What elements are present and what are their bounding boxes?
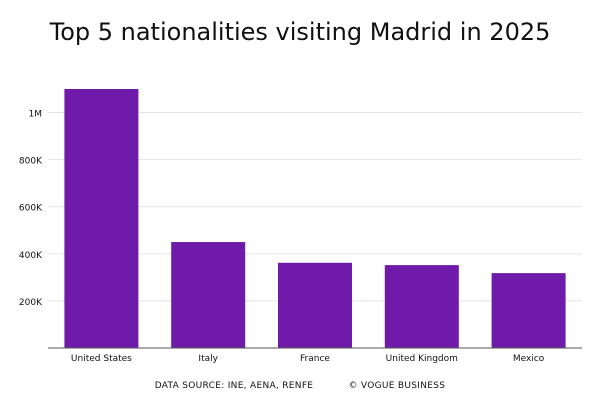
data-source-note: DATA SOURCE: INE, AENA, RENFE — [154, 381, 314, 391]
x-tick-label: Italy — [198, 354, 218, 364]
x-tick-label: Mexico — [513, 354, 545, 364]
bar — [491, 273, 566, 348]
x-tick-label: United States — [71, 354, 132, 364]
y-tick-label: 200K — [19, 298, 43, 308]
x-axis: United States Italy France United Kingdom Me… — [48, 347, 582, 364]
y-tick-label: 400K — [19, 251, 43, 261]
bar — [384, 265, 459, 348]
y-tick-label: 600K — [19, 204, 43, 214]
x-tick-label: France — [300, 354, 330, 364]
y-tick-label: 800K — [19, 157, 43, 167]
footer: DATA SOURCE: INE, AENA, RENFE © VOGUE BU… — [0, 381, 600, 391]
y-tick-label: 1M — [29, 110, 43, 120]
bar — [278, 262, 352, 348]
bar — [171, 242, 246, 348]
y-axis: 200K 400K 600K 800K 1M — [19, 110, 43, 308]
chart-title: Top 5 nationalities visiting Madrid in 2… — [49, 18, 551, 46]
copyright-credit: © VOGUE BUSINESS — [348, 381, 446, 391]
bar — [64, 89, 139, 348]
x-tick-label: United Kingdom — [386, 354, 458, 364]
bars — [64, 89, 566, 348]
